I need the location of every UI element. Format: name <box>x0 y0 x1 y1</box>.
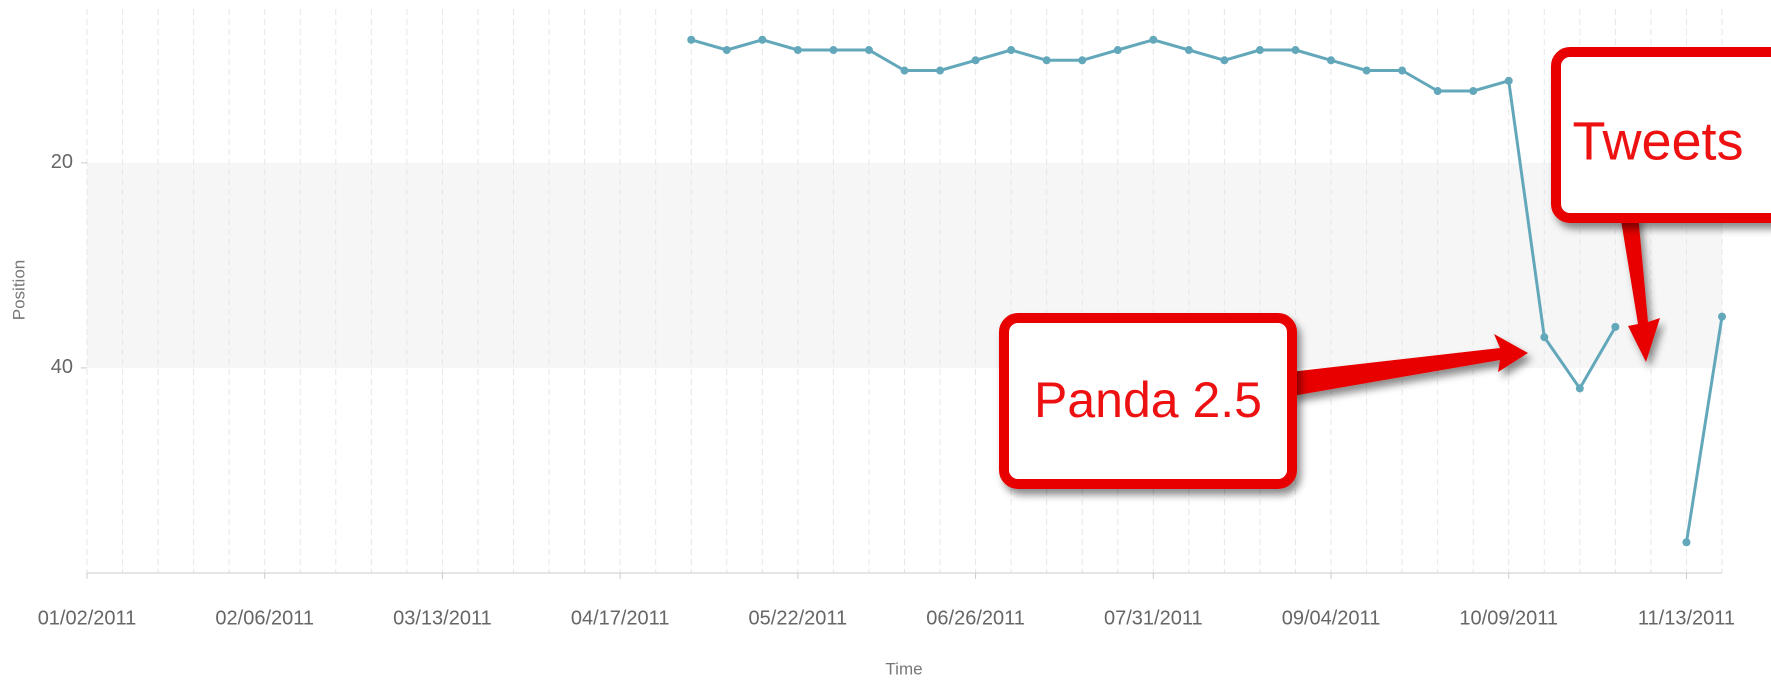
data-point <box>1327 56 1336 65</box>
data-point <box>1398 66 1407 75</box>
callout-box <box>999 313 1297 489</box>
data-point <box>1611 322 1620 331</box>
data-point <box>1078 56 1087 65</box>
data-point <box>864 46 873 55</box>
data-point <box>793 46 802 55</box>
data-point <box>1113 46 1122 55</box>
data-point <box>722 46 731 55</box>
callout-box <box>1551 47 1771 223</box>
x-tick-label: 11/13/2011 <box>1638 607 1735 629</box>
x-tick-label: 04/17/2011 <box>571 607 670 629</box>
data-point <box>1682 538 1691 547</box>
callout-text: Tweets <box>1572 111 1743 171</box>
data-point <box>1362 66 1371 75</box>
data-point <box>1540 333 1549 342</box>
data-point <box>971 56 980 65</box>
arrow <box>1290 334 1528 396</box>
data-point <box>829 46 838 55</box>
data-point <box>1433 87 1442 96</box>
tweets-callout: Tweets <box>1551 47 1771 362</box>
y-tick-label: 20 <box>51 151 73 173</box>
arrow <box>1620 214 1660 362</box>
data-point <box>1220 56 1229 65</box>
x-tick-label: 10/09/2011 <box>1459 607 1558 629</box>
data-point <box>758 35 767 44</box>
x-tick-label: 07/31/2011 <box>1104 607 1203 629</box>
data-point <box>1007 46 1016 55</box>
callout-text: Panda 2.5 <box>1034 372 1262 428</box>
data-point <box>1291 46 1300 55</box>
data-point <box>1255 46 1264 55</box>
data-point <box>1575 384 1584 393</box>
data-point <box>1042 56 1051 65</box>
data-point <box>687 35 696 44</box>
data-layer <box>687 35 1726 547</box>
data-point <box>1718 312 1726 321</box>
data-point <box>900 66 909 75</box>
y-axis-label: Position <box>9 260 28 320</box>
data-point <box>1184 46 1193 55</box>
data-point <box>1149 35 1158 44</box>
data-point <box>1504 76 1513 85</box>
x-tick-label: 03/13/2011 <box>393 607 492 629</box>
x-tick-label: 01/02/2011 <box>38 607 137 629</box>
x-tick-label: 02/06/2011 <box>215 607 314 629</box>
panda-callout: Panda 2.5 <box>999 313 1528 489</box>
x-axis-label: Time <box>885 659 922 678</box>
y-tick-label: 40 <box>51 356 73 378</box>
x-tick-label: 06/26/2011 <box>926 607 1025 629</box>
data-point <box>1469 87 1478 96</box>
data-point <box>936 66 945 75</box>
grid-layer: 20 40 01/02/2011 02/06/2011 03/13/2011 04/17/… <box>38 9 1735 629</box>
x-tick-label: 05/22/2011 <box>749 607 848 629</box>
x-tick-label: 09/04/2011 <box>1282 607 1381 629</box>
